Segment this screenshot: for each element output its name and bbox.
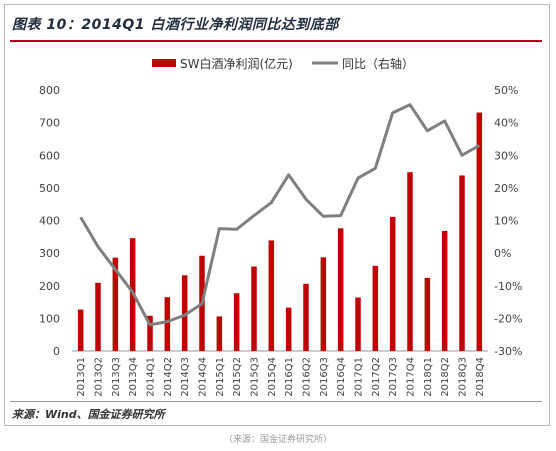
- right-axis-ticks: -30% -20% -10% 0% 10% 20% 30% 40% 50%: [494, 84, 522, 358]
- x-tick-label: 2014Q4: [198, 357, 209, 397]
- x-tick-label: 2016Q4: [336, 357, 347, 397]
- x-axis-ticks: 2013Q1 2013Q2 2013Q3 2013Q4 2014Q1 2014Q2 2014…: [76, 357, 486, 397]
- x-tick-label: 2018Q3: [458, 357, 469, 397]
- source-note: 来源：Wind、国金证券研究所: [12, 408, 165, 421]
- left-tick-label: 0: [53, 345, 60, 358]
- x-tick-label: 2018Q2: [440, 357, 451, 397]
- x-tick-label: 2013Q2: [94, 357, 105, 397]
- right-tick-label: 20%: [494, 182, 518, 195]
- x-tick-label: 2018Q4: [475, 357, 486, 397]
- bar-2016Q2: [303, 283, 309, 351]
- x-tick-label: 2014Q3: [180, 357, 191, 397]
- x-tick-label: 2013Q1: [76, 357, 87, 397]
- yoy-growth-line: [79, 103, 481, 327]
- figure-frame: [4, 4, 550, 426]
- left-tick-label: 600: [39, 149, 60, 162]
- bar-2016Q4: [337, 228, 344, 351]
- bar-2018Q4: [476, 112, 483, 351]
- x-tick-label: 2016Q2: [302, 357, 313, 397]
- right-tick-label: 10%: [494, 215, 518, 228]
- x-tick-label: 2015Q3: [250, 357, 261, 397]
- x-tick-label: 2017Q1: [354, 357, 365, 397]
- bar-2014Q1: [147, 315, 153, 351]
- bar-2013Q2: [95, 282, 101, 351]
- x-tick-label: 2017Q4: [406, 357, 417, 397]
- left-tick-label: 400: [39, 215, 60, 228]
- left-tick-label: 100: [39, 312, 60, 325]
- bar-2015Q2: [233, 293, 240, 351]
- legend: SW白酒净利润(亿元) 同比（右轴）: [152, 56, 414, 71]
- bar-2013Q1: [77, 309, 84, 351]
- bar-2015Q1: [216, 316, 223, 351]
- x-tick-label: 2017Q2: [371, 357, 382, 397]
- title-divider: [10, 40, 542, 42]
- bar-2015Q4: [268, 240, 275, 351]
- x-tick-label: 2016Q1: [284, 357, 295, 397]
- right-tick-label: 40%: [494, 117, 518, 130]
- x-tick-label: 2014Q2: [163, 357, 174, 397]
- bar-2017Q1: [355, 297, 361, 351]
- bar-2018Q2: [441, 230, 448, 351]
- bar-2017Q2: [372, 265, 379, 351]
- x-tick-label: 2015Q2: [232, 357, 243, 397]
- right-tick-label: 30%: [494, 149, 518, 162]
- bar-2014Q3: [181, 275, 188, 351]
- right-tick-label: 50%: [494, 84, 518, 97]
- left-tick-label: 300: [39, 247, 60, 260]
- bar-2018Q3: [459, 175, 465, 351]
- bar-2017Q4: [407, 172, 413, 351]
- footnote: （来源：国金证券研究所）: [223, 435, 332, 445]
- x-tick-label: 2018Q1: [423, 357, 434, 397]
- left-tick-label: 200: [39, 280, 60, 293]
- bar-2015Q3: [251, 266, 257, 351]
- left-tick-label: 700: [39, 117, 60, 130]
- left-tick-label: 800: [39, 84, 60, 97]
- bar-2018Q1: [424, 277, 431, 351]
- line-series: [79, 103, 481, 327]
- bar-2016Q3: [320, 257, 327, 351]
- legend-line-label: 同比（右轴）: [342, 56, 414, 71]
- right-tick-label: -30%: [494, 345, 522, 358]
- left-tick-label: 500: [39, 182, 60, 195]
- x-tick-label: 2017Q3: [388, 357, 399, 397]
- bottom-divider: [10, 401, 542, 402]
- bar-2016Q1: [285, 307, 292, 351]
- x-tick-label: 2015Q4: [267, 357, 278, 397]
- bar-series: [77, 112, 483, 351]
- x-tick-label: 2013Q4: [128, 357, 139, 397]
- x-tick-label: 2015Q1: [215, 357, 226, 397]
- figure-title: 图表 10：2014Q1 白酒行业净利润同比达到底部: [12, 17, 339, 33]
- right-tick-label: -10%: [494, 280, 522, 293]
- left-axis-ticks: 0 100 200 300 400 500 600 700 800: [39, 84, 60, 358]
- right-tick-label: 0%: [494, 247, 511, 260]
- bar-2014Q2: [164, 297, 171, 351]
- legend-bar-swatch: [152, 59, 176, 67]
- x-tick-label: 2014Q1: [146, 357, 157, 397]
- bar-2017Q3: [389, 216, 396, 351]
- x-tick-label: 2013Q3: [111, 357, 122, 397]
- legend-bar-label: SW白酒净利润(亿元): [180, 56, 293, 71]
- right-tick-label: -20%: [494, 312, 522, 325]
- bar-2013Q3: [112, 257, 119, 351]
- x-tick-label: 2016Q3: [319, 357, 330, 397]
